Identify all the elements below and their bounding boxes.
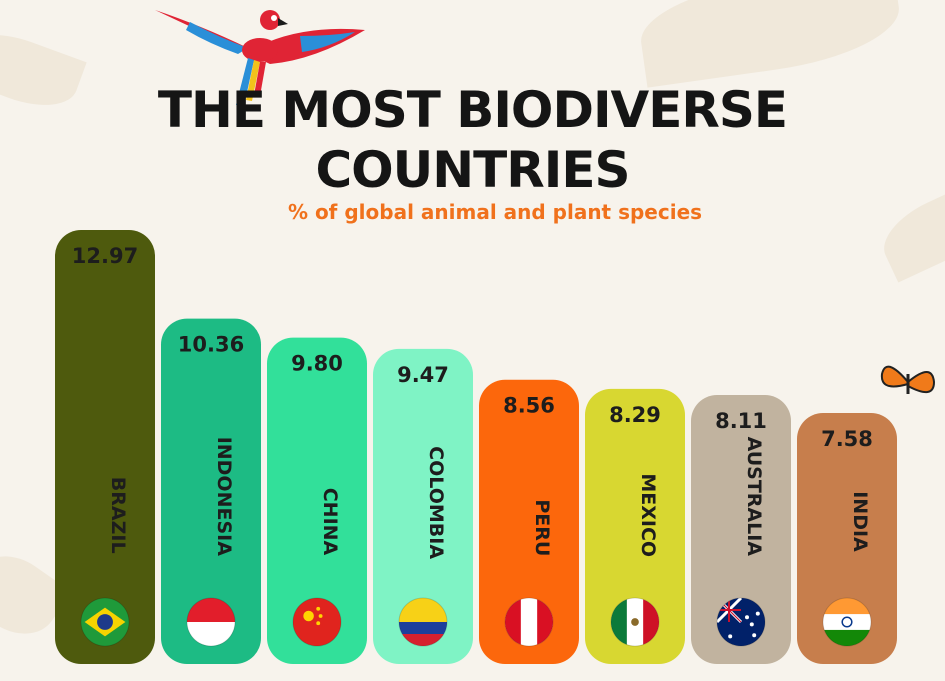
bar-value-label: 9.47 — [397, 363, 449, 387]
bar-category-label: MEXICO — [637, 473, 659, 557]
flag-outline — [292, 597, 342, 647]
bar — [373, 348, 473, 664]
bar — [479, 379, 579, 664]
bar-value-label: 9.80 — [291, 352, 343, 376]
bar — [691, 395, 791, 664]
flag-outline — [822, 597, 872, 647]
bar-category-label: INDONESIA — [213, 437, 235, 557]
bar-value-label: 7.58 — [821, 427, 873, 451]
bar-value-label: 8.11 — [715, 409, 767, 433]
bar-value-label: 8.56 — [503, 394, 555, 418]
flag-outline — [610, 597, 660, 647]
flag-outline — [80, 597, 130, 647]
bar — [797, 413, 897, 664]
bar-category-label: COLOMBIA — [425, 446, 447, 559]
bar-category-label: INDIA — [849, 491, 871, 552]
flag-outline — [398, 597, 448, 647]
india-flag — [823, 598, 871, 646]
bar — [55, 230, 155, 664]
bar-value-label: 10.36 — [178, 333, 244, 357]
bar — [585, 388, 685, 664]
bar — [161, 318, 261, 664]
parrot-illustration — [155, 10, 365, 106]
bar-category-label: BRAZIL — [107, 477, 129, 554]
bar — [267, 337, 367, 664]
china-flag — [293, 598, 341, 646]
australia-flag — [717, 598, 765, 646]
chart-subtitle: % of global animal and plant species — [287, 200, 703, 224]
bar-category-label: PERU — [531, 499, 553, 556]
bar-category-label: CHINA — [319, 488, 341, 556]
chart-title-text: THE MOST BIODIVERSE COUNTRIES — [157, 81, 788, 199]
bar-category-label: AUSTRALIA — [743, 437, 765, 557]
bar-value-label: 12.97 — [72, 244, 138, 268]
flag-outline — [186, 597, 236, 647]
peru-flag — [505, 598, 553, 646]
bar-value-label: 8.29 — [609, 403, 661, 427]
flag-outline — [716, 597, 766, 647]
chart-title: THE MOST BIODIVERSE COUNTRIES — [0, 80, 945, 200]
brazil-flag — [81, 598, 129, 646]
flag-outline — [504, 597, 554, 647]
butterfly-illustration — [880, 365, 936, 394]
mexico-flag — [611, 598, 659, 646]
